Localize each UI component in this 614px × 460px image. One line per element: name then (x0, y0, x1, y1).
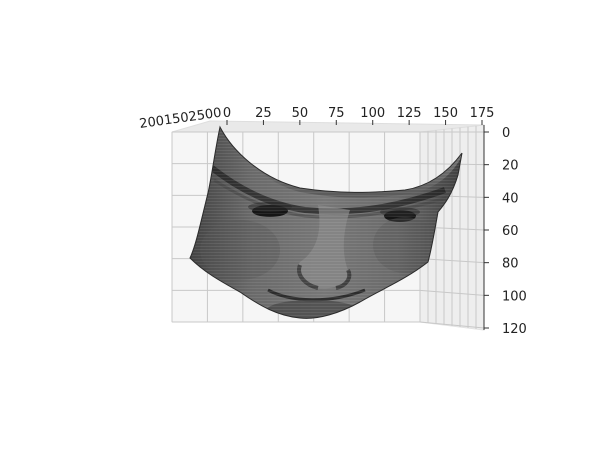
right-axis-tick-label: 40 (502, 191, 519, 206)
top-axis-tick-label: 175 (470, 106, 495, 121)
right-axis-tick-label: 100 (502, 289, 527, 304)
top-axis-tick-label: 0 (223, 106, 231, 121)
right-axis-tick-label: 60 (502, 224, 519, 239)
top-axis-tick-label: 25 (255, 106, 272, 121)
right-axis-tick-label: 0 (502, 126, 510, 141)
top-axis-ticks: 0 25 50 75 100 125 150 175 (223, 106, 495, 125)
top-axis-tick-label: 100 (360, 106, 385, 121)
top-axis-tick-label: 125 (397, 106, 422, 121)
right-axis-ticks: 0 20 40 60 80 100 120 (483, 125, 527, 337)
top-axis-tick-label: 75 (328, 106, 345, 121)
top-axis-tick-label: 50 (292, 106, 309, 121)
right-axis-tick-label: 20 (502, 159, 519, 174)
right-axis-tick-label: 80 (502, 257, 519, 272)
right-axis-tick-label: 120 (502, 322, 527, 337)
top-axis-tick-label: 150 (433, 106, 458, 121)
